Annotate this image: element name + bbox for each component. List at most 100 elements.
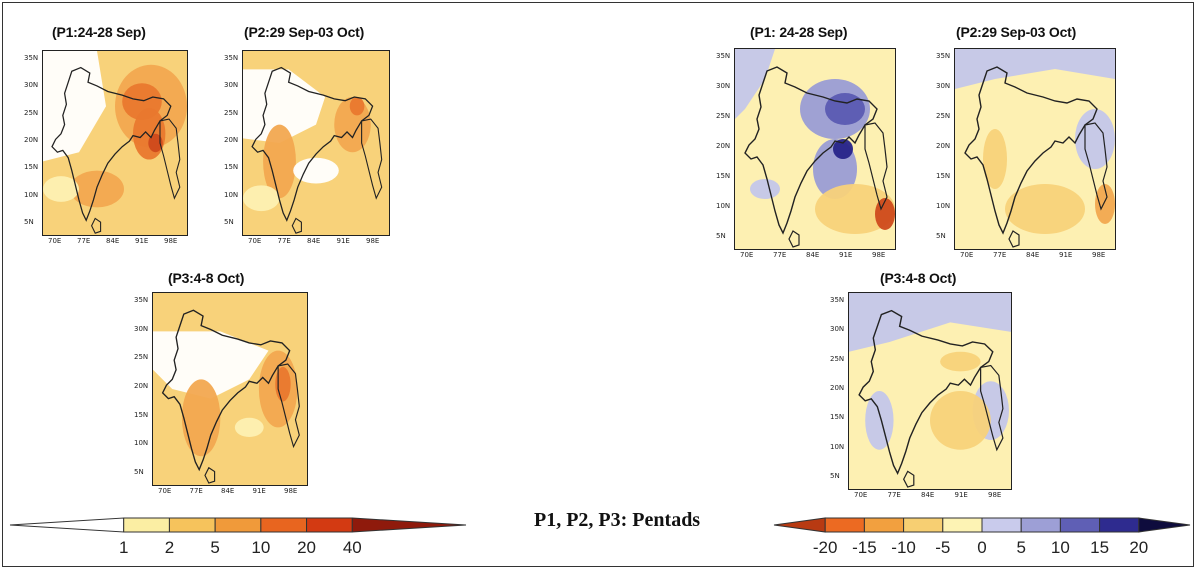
lat-tick-label: 35N: [830, 296, 844, 304]
map-r3: [848, 292, 1012, 490]
map-l2: [242, 50, 390, 236]
colorbar-label: 1: [119, 538, 128, 558]
panel-title: (P1: 24-28 Sep): [750, 24, 847, 40]
lon-tick-label: 98E: [872, 251, 885, 259]
lon-tick-label: 84E: [1026, 251, 1039, 259]
map-r1: [734, 48, 896, 250]
lon-tick-label: 77E: [77, 237, 90, 245]
lat-tick-label: 25N: [936, 112, 950, 120]
lon-tick-label: 91E: [955, 491, 968, 499]
colorbar-label: 20: [297, 538, 316, 558]
colorbar-swatch: [1139, 518, 1190, 532]
lat-tick-label: 20N: [830, 384, 844, 392]
lon-tick-label: 91E: [839, 251, 852, 259]
colorbar-label: -10: [891, 538, 916, 558]
lat-tick-label: 5N: [134, 468, 144, 476]
lat-tick-label: 5N: [830, 472, 840, 480]
anomaly-patch: [750, 179, 780, 199]
lat-tick-label: 30N: [24, 81, 38, 89]
lon-tick-label: 84E: [806, 251, 819, 259]
anomaly-patch: [930, 391, 991, 450]
lat-tick-label: 10N: [224, 191, 238, 199]
lat-tick-label: 35N: [224, 54, 238, 62]
lon-tick-label: 70E: [48, 237, 61, 245]
lat-tick-label: 30N: [716, 82, 730, 90]
colorbar-label: 15: [1090, 538, 1109, 558]
panel-title: (P3:4-8 Oct): [168, 270, 244, 286]
lat-tick-label: 10N: [716, 202, 730, 210]
colorbar-swatch: [904, 518, 943, 532]
lon-tick-label: 77E: [773, 251, 786, 259]
colorbar-label: 5: [1016, 538, 1025, 558]
colorbar-label: 10: [1051, 538, 1070, 558]
lat-tick-label: 20N: [134, 382, 148, 390]
colorbar-label: 10: [251, 538, 270, 558]
colorbar-left: 1 2 5 10 20 40: [8, 512, 468, 562]
lon-tick-label: 98E: [988, 491, 1001, 499]
lon-tick-label: 98E: [366, 237, 379, 245]
lat-tick-label: 10N: [830, 443, 844, 451]
colorbar-label: -5: [935, 538, 950, 558]
lat-tick-label: 30N: [224, 81, 238, 89]
lon-tick-label: 91E: [1059, 251, 1072, 259]
lat-tick-label: 20N: [24, 136, 38, 144]
colorbar-label: 5: [210, 538, 219, 558]
lon-tick-label: 77E: [278, 237, 291, 245]
lat-tick-label: 35N: [716, 52, 730, 60]
lon-tick-label: 70E: [854, 491, 867, 499]
map-r2: [954, 48, 1116, 250]
colorbar-right: -20 -15 -10 -5 0 5 10 15 20: [772, 512, 1192, 562]
anomaly-patch: [875, 198, 895, 230]
lat-tick-label: 25N: [830, 355, 844, 363]
colorbar-swatch: [1060, 518, 1099, 532]
lat-tick-label: 10N: [134, 439, 148, 447]
lat-tick-label: 15N: [830, 413, 844, 421]
lat-tick-label: 25N: [224, 109, 238, 117]
colorbar-label: -20: [813, 538, 838, 558]
colorbar-swatch: [864, 518, 903, 532]
lat-tick-label: 25N: [24, 109, 38, 117]
lon-tick-label: 98E: [164, 237, 177, 245]
lon-tick-label: 98E: [1092, 251, 1105, 259]
anomaly-patch: [275, 367, 290, 402]
colorbar-swatch: [1100, 518, 1139, 532]
colorbar-swatch: [943, 518, 982, 532]
colorbar-swatch: [261, 518, 307, 532]
colorbar-label: 2: [165, 538, 174, 558]
anomaly-patch: [182, 379, 221, 456]
lon-tick-label: 70E: [248, 237, 261, 245]
lon-tick-label: 70E: [740, 251, 753, 259]
panel-title: (P3:4-8 Oct): [880, 270, 956, 286]
panel-title: (P2:29 Sep-03 Oct): [244, 24, 364, 40]
lat-tick-label: 15N: [936, 172, 950, 180]
colorbar-swatch: [215, 518, 261, 532]
colorbar-swatch: [169, 518, 215, 532]
colorbar-swatch: [10, 518, 124, 532]
lon-tick-label: 84E: [221, 487, 234, 495]
lat-tick-label: 5N: [936, 232, 946, 240]
lat-tick-label: 25N: [716, 112, 730, 120]
lat-tick-label: 35N: [134, 296, 148, 304]
colorbar-swatch: [825, 518, 864, 532]
anomaly-patch: [833, 139, 853, 159]
lon-tick-label: 77E: [993, 251, 1006, 259]
map-shading: [153, 293, 307, 485]
lon-tick-label: 84E: [307, 237, 320, 245]
colorbar-swatch: [307, 518, 353, 532]
colorbar-label: 0: [977, 538, 986, 558]
lat-tick-label: 5N: [24, 218, 34, 226]
map-shading: [735, 49, 895, 249]
panel-title: (P1:24-28 Sep): [52, 24, 146, 40]
lat-tick-label: 20N: [716, 142, 730, 150]
colorbar-swatch: [1021, 518, 1060, 532]
lon-tick-label: 77E: [888, 491, 901, 499]
lat-tick-label: 35N: [24, 54, 38, 62]
colorbar-swatch: [352, 518, 466, 532]
map-shading: [243, 51, 389, 235]
anomaly-patch: [243, 185, 280, 211]
lat-tick-label: 30N: [936, 82, 950, 90]
lat-tick-label: 15N: [224, 163, 238, 171]
lat-tick-label: 15N: [24, 163, 38, 171]
lat-tick-label: 15N: [716, 172, 730, 180]
lon-tick-label: 77E: [190, 487, 203, 495]
